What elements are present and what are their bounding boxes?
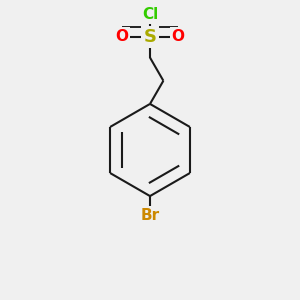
Text: O: O (172, 29, 185, 44)
Text: Cl: Cl (142, 7, 158, 22)
Text: S: S (143, 28, 157, 46)
Text: Br: Br (140, 208, 160, 223)
Text: O: O (115, 29, 128, 44)
